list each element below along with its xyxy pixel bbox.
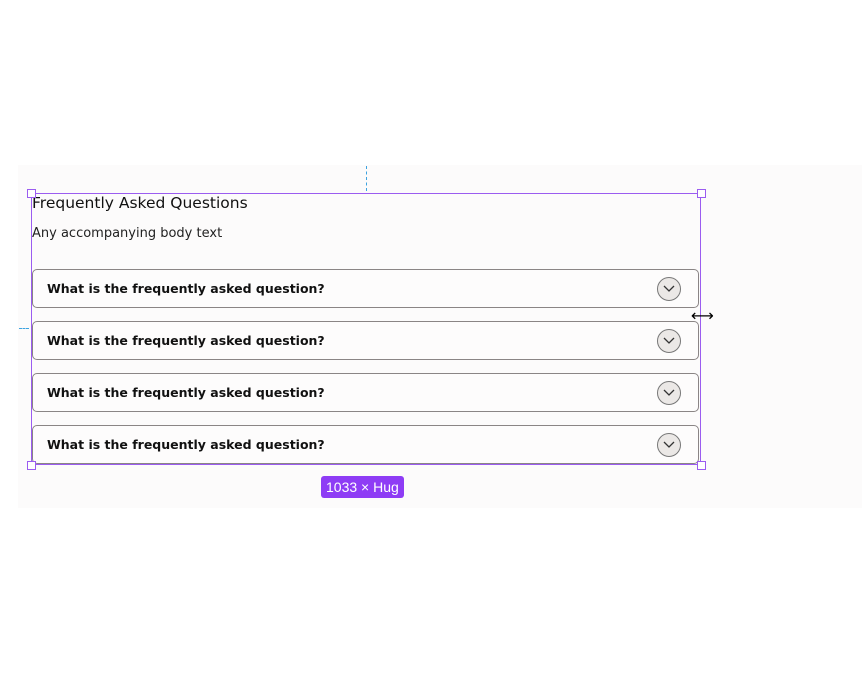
resize-handle-top-left[interactable]	[27, 189, 36, 198]
faq-item[interactable]: What is the frequently asked question?	[32, 425, 699, 464]
faq-body-text: Any accompanying body text	[32, 226, 223, 241]
spacing-guide-vertical	[366, 166, 367, 191]
chevron-down-icon[interactable]	[657, 277, 681, 301]
faq-item[interactable]: What is the frequently asked question?	[32, 269, 699, 308]
chevron-down-icon[interactable]	[657, 381, 681, 405]
size-badge: 1033 × Hug	[321, 476, 404, 498]
faq-item[interactable]: What is the frequently asked question?	[32, 373, 699, 412]
faq-question: What is the frequently asked question?	[47, 281, 325, 296]
faq-question: What is the frequently asked question?	[47, 333, 325, 348]
resize-horizontal-cursor-icon: ⟷	[691, 306, 714, 325]
spacing-guide-horizontal	[19, 328, 29, 329]
resize-handle-bottom-left[interactable]	[27, 461, 36, 470]
faq-item[interactable]: What is the frequently asked question?	[32, 321, 699, 360]
chevron-down-icon[interactable]	[657, 329, 681, 353]
faq-question: What is the frequently asked question?	[47, 385, 325, 400]
faq-title: Frequently Asked Questions	[32, 194, 248, 212]
faq-question: What is the frequently asked question?	[47, 437, 325, 452]
chevron-down-icon[interactable]	[657, 433, 681, 457]
resize-handle-top-right[interactable]	[697, 189, 706, 198]
resize-handle-bottom-right[interactable]	[697, 461, 706, 470]
